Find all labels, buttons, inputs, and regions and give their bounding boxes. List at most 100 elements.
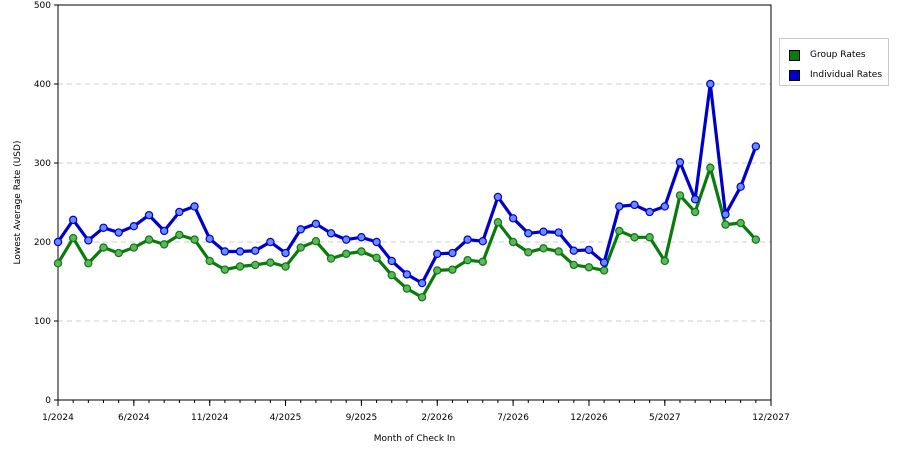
data-point	[417, 278, 427, 288]
data-point	[584, 245, 594, 255]
data-point	[706, 79, 715, 89]
x-tick-label: 5/2027	[649, 413, 681, 423]
data-point	[554, 247, 563, 256]
x-tick-label: 9/2025	[346, 413, 378, 423]
data-point	[311, 237, 321, 246]
data-point	[387, 270, 396, 280]
data-point	[129, 243, 139, 252]
legend-label-individual-rates: Individual Rates	[810, 70, 883, 80]
x-axis-title: Month of Check In	[374, 434, 456, 444]
x-tick-label: 7/2026	[497, 413, 529, 423]
data-point	[463, 235, 472, 244]
data-point	[68, 233, 78, 243]
y-axis-title: Lowest Average Rate (USD)	[13, 141, 23, 265]
data-point	[660, 256, 670, 266]
y-tick-label: 0	[45, 396, 51, 406]
data-point	[630, 233, 639, 242]
data-point	[584, 263, 594, 272]
data-point	[690, 207, 700, 217]
data-point	[721, 210, 730, 219]
y-tick-label: 100	[34, 317, 51, 327]
data-point	[144, 235, 154, 244]
data-point	[569, 246, 578, 255]
data-point	[599, 258, 609, 267]
data-point	[569, 260, 578, 270]
data-point	[357, 233, 366, 242]
data-point	[721, 220, 730, 229]
data-point	[402, 270, 412, 279]
data-point	[630, 200, 639, 210]
data-point	[524, 248, 533, 257]
data-point	[645, 207, 654, 217]
data-point	[175, 230, 184, 240]
data-point	[144, 210, 154, 220]
y-tick-label: 400	[34, 80, 51, 90]
data-point	[266, 237, 275, 247]
data-point	[615, 226, 624, 236]
data-point	[706, 163, 715, 172]
data-point	[357, 247, 366, 256]
data-point	[281, 248, 290, 258]
data-point	[99, 223, 108, 232]
data-point	[690, 195, 700, 204]
data-point	[68, 215, 78, 225]
data-point	[372, 253, 381, 262]
legend-swatch-group-rates	[789, 49, 800, 61]
data-point	[372, 237, 381, 247]
data-point	[235, 262, 245, 271]
y-tick-label: 300	[34, 159, 51, 169]
x-tick-label: 11/2024	[191, 413, 229, 423]
plot-frame	[57, 4, 772, 401]
x-tick-label: 12/2027	[752, 413, 789, 423]
data-point	[539, 244, 548, 253]
legend-item-individual-rates: Individual Rates	[789, 68, 882, 82]
data-point	[508, 237, 518, 247]
data-point	[129, 221, 139, 231]
data-point	[751, 235, 761, 244]
x-tick-label: 12/2026	[570, 413, 608, 423]
data-point	[99, 243, 108, 252]
data-point	[251, 246, 260, 255]
x-tick-label: 6/2024	[118, 413, 150, 423]
data-point	[599, 266, 609, 275]
data-point	[281, 262, 290, 271]
data-point	[251, 260, 260, 270]
data-point	[114, 248, 123, 258]
y-tick-label: 200	[34, 238, 51, 248]
data-point	[296, 243, 305, 252]
data-point	[84, 259, 93, 268]
data-point	[175, 207, 184, 217]
data-point	[159, 240, 169, 249]
x-tick-label: 1/2024	[42, 413, 74, 423]
y-tick-label: 500	[34, 1, 51, 11]
data-point	[326, 229, 336, 238]
data-point	[190, 235, 199, 244]
data-point	[448, 248, 457, 258]
data-point	[433, 249, 442, 259]
data-point	[220, 265, 230, 274]
data-point	[342, 249, 351, 259]
data-point	[205, 234, 214, 244]
data-point	[53, 259, 63, 268]
data-point	[387, 256, 396, 266]
data-point	[493, 192, 503, 202]
series-line	[56, 82, 758, 285]
legend: Group Rates Individual Rates	[779, 38, 889, 86]
data-point	[159, 226, 169, 236]
legend-swatch-individual-rates	[789, 69, 800, 81]
data-point	[675, 191, 685, 200]
data-point	[402, 284, 412, 293]
data-point	[190, 202, 199, 211]
data-point	[660, 202, 670, 211]
data-point	[554, 228, 563, 237]
data-point	[508, 214, 518, 223]
data-point	[736, 218, 745, 228]
series-individual-rates	[53, 79, 761, 288]
data-point	[645, 233, 654, 242]
data-point	[84, 236, 93, 245]
data-point	[296, 225, 305, 234]
x-tick-label: 2/2026	[421, 413, 453, 423]
data-point	[615, 202, 624, 211]
data-point	[114, 228, 123, 237]
